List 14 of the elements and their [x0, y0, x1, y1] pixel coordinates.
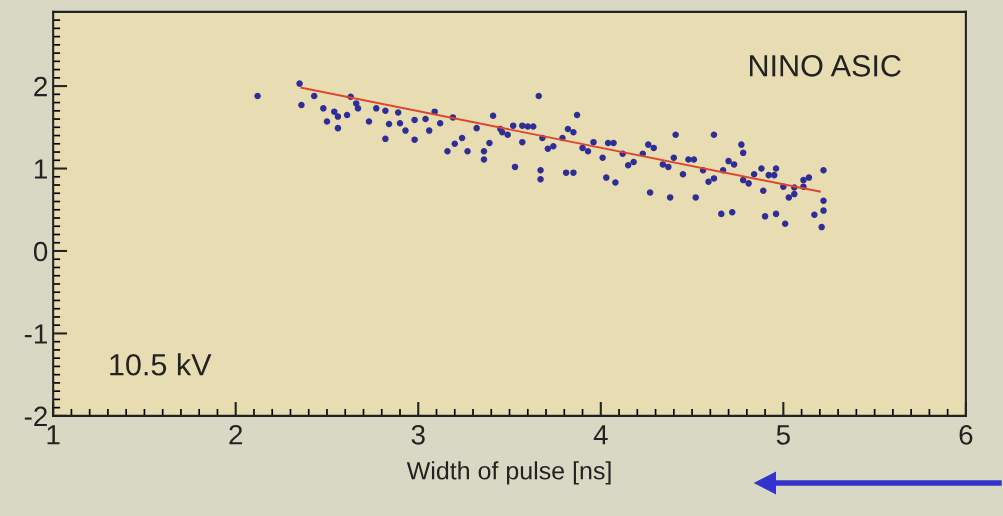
x-tick-label: 1	[47, 425, 60, 445]
annotation: 10.5 kV	[110, 353, 212, 376]
x-tick-label: 5	[776, 425, 790, 445]
annotation: NINO ASIC	[749, 55, 901, 77]
x-axis-title: Width of pulse [ns]	[406, 461, 611, 485]
y-tick-label: 0	[33, 241, 48, 262]
y-tick-label: 1	[34, 159, 47, 179]
y-tick-label: -1	[24, 324, 47, 344]
x-tick-label: 4	[593, 425, 608, 445]
x-tick-label: 6	[959, 424, 973, 445]
y-tick-label: -2	[24, 406, 47, 426]
x-tick-label: 3	[411, 424, 425, 445]
y-tick-label: 2	[34, 76, 47, 97]
x-tick-label: 2	[229, 424, 243, 445]
